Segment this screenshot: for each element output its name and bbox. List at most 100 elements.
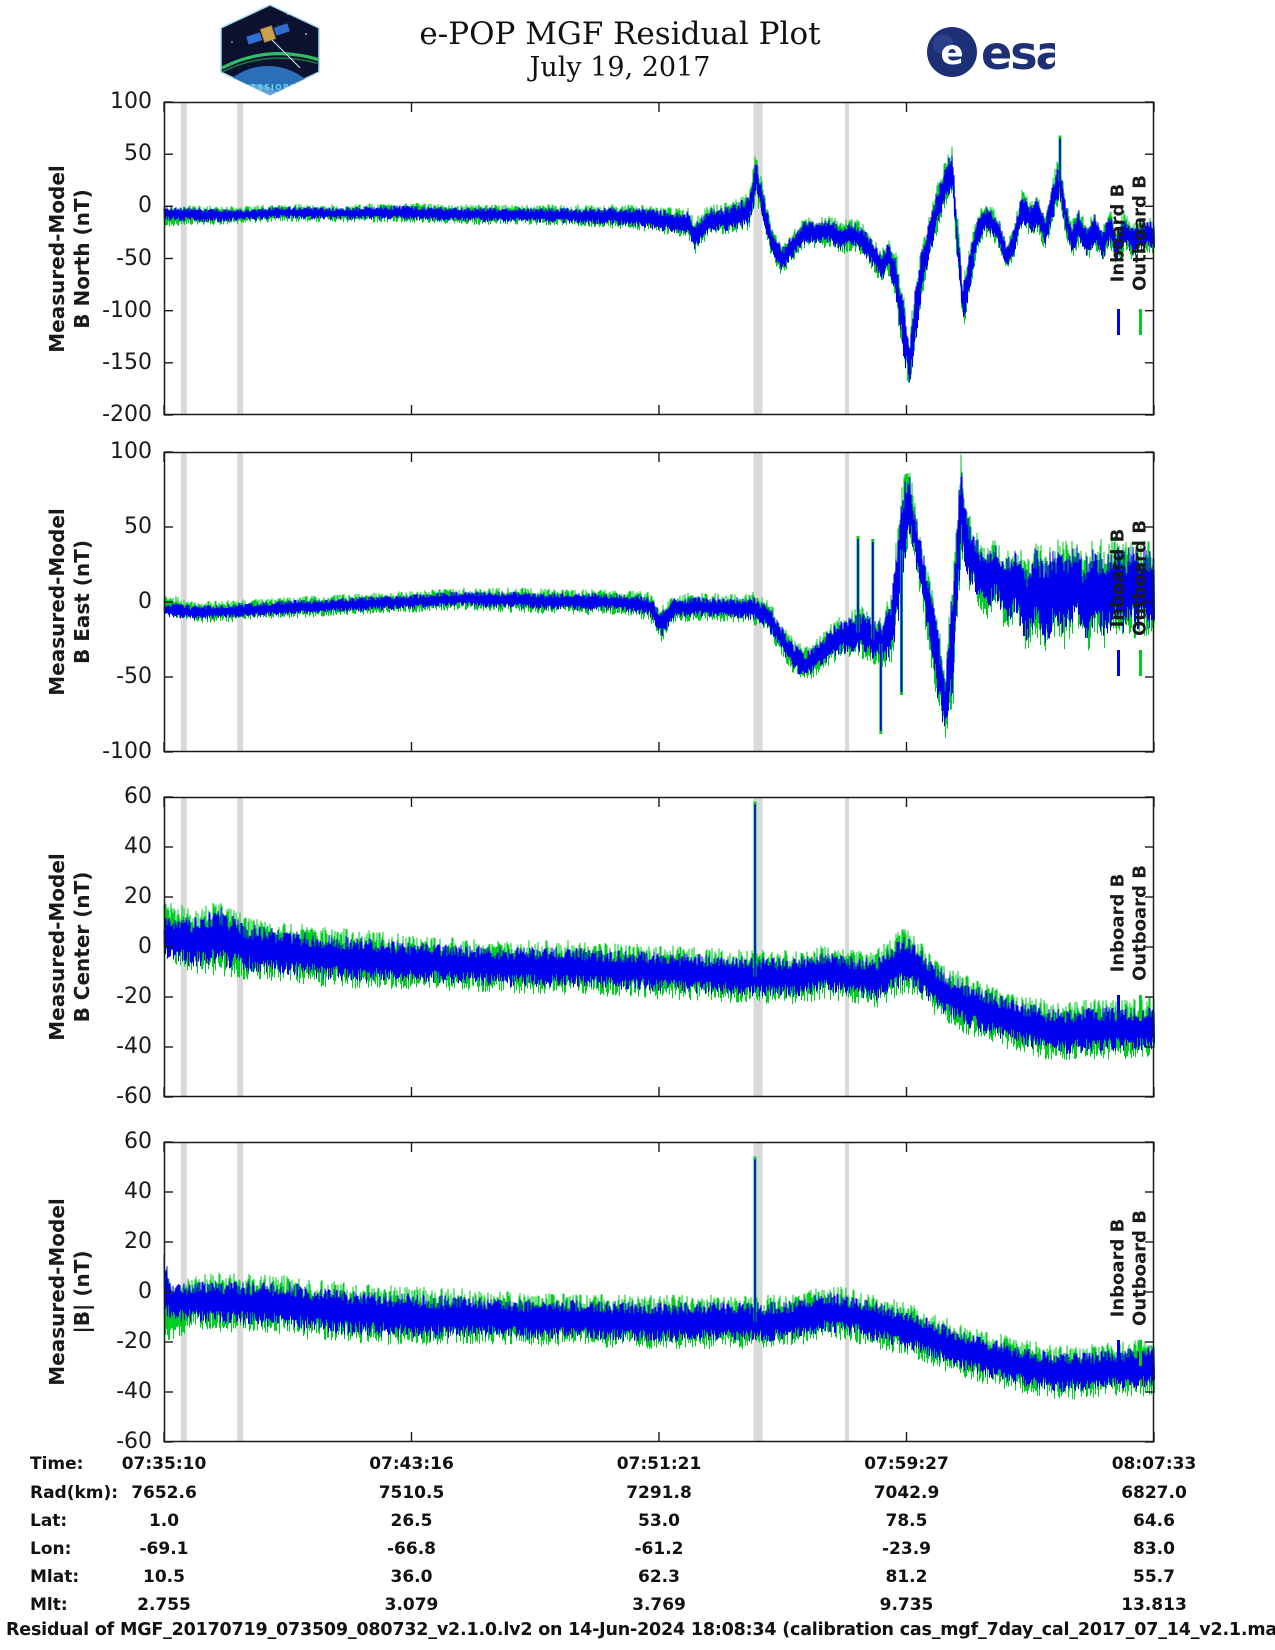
legend-b-outboard-label: Outboard B bbox=[1129, 1210, 1151, 1326]
xaxis-radkm-col2: 7291.8 bbox=[626, 1483, 692, 1503]
xaxis-radkm-col4: 6827.0 bbox=[1121, 1483, 1187, 1503]
outboard-b-trace bbox=[163, 146, 1155, 383]
event-marker-band bbox=[753, 1142, 763, 1442]
ytick-b-north--200: -200 bbox=[102, 402, 152, 427]
ytick-b-north-0: 0 bbox=[138, 193, 152, 219]
legend-b-north-inboard-label: Inboard B bbox=[1107, 184, 1129, 283]
xaxis-lon-col1: -66.8 bbox=[387, 1539, 436, 1559]
esa-logo: e esa bbox=[925, 24, 1067, 82]
xaxis-mlat-col2: 62.3 bbox=[638, 1567, 680, 1587]
xaxis-time-col3: 07:59:27 bbox=[864, 1454, 949, 1474]
xaxis-lat-col2: 53.0 bbox=[638, 1511, 680, 1531]
ytick-b-north--100: -100 bbox=[102, 297, 152, 323]
ylabel-b-east: Measured-Model B East (nT) bbox=[45, 508, 94, 696]
ytick-b-0: 0 bbox=[138, 1279, 152, 1304]
legend-b-east-outboard-label: Outboard B bbox=[1129, 520, 1151, 636]
event-marker-band bbox=[845, 1142, 850, 1442]
svg-text:e: e bbox=[940, 33, 963, 73]
xaxis-row-label-mlt: Mlt: bbox=[30, 1595, 68, 1615]
ytick-b--60: -60 bbox=[116, 1429, 152, 1454]
legend-b-inboard-mark bbox=[1117, 1340, 1120, 1366]
ytick-b-60: 60 bbox=[124, 1129, 152, 1154]
legend-b-center-inboard-mark bbox=[1117, 995, 1120, 1021]
xaxis-mlat-col0: 10.5 bbox=[143, 1567, 185, 1587]
event-marker-band bbox=[237, 452, 244, 752]
ytick-b-north-50: 50 bbox=[124, 141, 152, 167]
xaxis-lat-col1: 26.5 bbox=[390, 1511, 433, 1531]
xaxis-radkm-col0: 7652.6 bbox=[131, 1483, 197, 1503]
xaxis-time-col2: 07:51:21 bbox=[616, 1454, 702, 1474]
event-marker-band bbox=[845, 452, 850, 752]
ytick-b-center-60: 60 bbox=[124, 784, 152, 809]
ylabel-b: Measured-Model |B| (nT) bbox=[45, 1198, 94, 1386]
xaxis-radkm-col1: 7510.5 bbox=[378, 1483, 445, 1503]
xaxis-time-col4: 08:07:33 bbox=[1111, 1454, 1197, 1474]
xaxis-row-label-lon: Lon: bbox=[30, 1539, 72, 1559]
legend-b-center-outboard-label: Outboard B bbox=[1129, 865, 1151, 981]
xaxis-row-label-lat: Lat: bbox=[30, 1511, 68, 1531]
xaxis-time-col0: 07:35:10 bbox=[121, 1454, 207, 1474]
legend-b-inboard-label: Inboard B bbox=[1107, 1218, 1129, 1318]
cassiope-mission-patch: CASSIOPE bbox=[220, 4, 320, 96]
ytick-b-40: 40 bbox=[124, 1179, 152, 1204]
xaxis-mlt-col4: 13.813 bbox=[1121, 1595, 1187, 1615]
ytick-b-north-100: 100 bbox=[110, 89, 152, 114]
ytick-b-center-40: 40 bbox=[124, 834, 152, 859]
xaxis-mlt-col1: 3.079 bbox=[384, 1595, 439, 1615]
xaxis-lat-col4: 64.6 bbox=[1133, 1511, 1175, 1531]
inboard-b-trace bbox=[163, 155, 1155, 383]
ytick-b-center--40: -40 bbox=[116, 1034, 152, 1059]
event-marker-band bbox=[237, 102, 244, 415]
patch-mission-name: CASSIOPE bbox=[243, 83, 297, 92]
panel-b-east-plot bbox=[163, 451, 1155, 753]
xaxis-mlt-col3: 9.735 bbox=[879, 1595, 934, 1615]
event-marker-band bbox=[753, 102, 763, 415]
page-title-block: e-POP MGF Residual Plot July 19, 2017 bbox=[0, 16, 1240, 84]
panel-b-center-plot bbox=[163, 796, 1155, 1098]
ytick-b-north--150: -150 bbox=[102, 349, 152, 375]
xaxis-time-col1: 07:43:16 bbox=[369, 1454, 454, 1474]
legend-b-center-outboard-mark bbox=[1139, 995, 1142, 1021]
ytick-b-center-0: 0 bbox=[138, 934, 152, 959]
xaxis-mlt-col0: 2.755 bbox=[137, 1595, 191, 1615]
legend-b-east-inboard-label: Inboard B bbox=[1107, 528, 1129, 628]
ytick-b--40: -40 bbox=[116, 1379, 152, 1404]
ylabel-b-north: Measured-Model B North (nT) bbox=[45, 164, 94, 353]
xaxis-mlat-col3: 81.2 bbox=[885, 1567, 928, 1587]
xaxis-lat-col0: 1.0 bbox=[148, 1511, 180, 1531]
panel-b-north-plot bbox=[163, 101, 1155, 416]
ytick-b-east-100: 100 bbox=[110, 439, 152, 464]
event-marker-band bbox=[845, 102, 850, 415]
ytick-b-center--20: -20 bbox=[116, 984, 152, 1009]
xaxis-lon-col4: 83.0 bbox=[1133, 1539, 1175, 1559]
legend-b-center-inboard-label: Inboard B bbox=[1107, 873, 1129, 973]
xaxis-lon-col2: -61.2 bbox=[634, 1539, 684, 1559]
ytick-b-east--100: -100 bbox=[102, 739, 152, 764]
legend-b-east-outboard-mark bbox=[1139, 650, 1142, 676]
ytick-b-center--60: -60 bbox=[116, 1084, 152, 1109]
inboard-b-trace bbox=[163, 907, 1155, 1055]
page-title: e-POP MGF Residual Plot bbox=[419, 16, 821, 52]
esa-wordmark: esa bbox=[981, 26, 1055, 80]
xaxis-radkm-col3: 7042.9 bbox=[873, 1483, 940, 1503]
legend-b-east-inboard-mark bbox=[1117, 650, 1120, 676]
patch-aurora bbox=[221, 52, 319, 70]
inboard-b-trace bbox=[163, 1254, 1155, 1393]
ytick-b-east-50: 50 bbox=[124, 514, 152, 539]
xaxis-mlat-col1: 36.0 bbox=[390, 1567, 433, 1587]
xaxis-row-label-radkm: Rad(km): bbox=[30, 1483, 119, 1503]
xaxis-mlt-col2: 3.769 bbox=[632, 1595, 686, 1615]
xaxis-lon-col3: -23.9 bbox=[882, 1539, 931, 1559]
legend-b-north-outboard-label: Outboard B bbox=[1129, 175, 1151, 292]
xaxis-row-label-time: Time: bbox=[30, 1454, 84, 1474]
page-subtitle: July 19, 2017 bbox=[529, 52, 711, 83]
xaxis-lat-col3: 78.5 bbox=[885, 1511, 928, 1531]
legend-b-outboard-mark bbox=[1139, 1340, 1142, 1366]
ytick-b--20: -20 bbox=[116, 1329, 152, 1354]
legend-b-north-inboard-mark bbox=[1117, 308, 1120, 335]
ylabel-b-center: Measured-Model B Center (nT) bbox=[45, 853, 94, 1041]
event-marker-band bbox=[180, 102, 187, 415]
panel-border bbox=[163, 1141, 1155, 1443]
patch-satellite bbox=[245, 22, 301, 69]
event-marker-band bbox=[753, 797, 763, 1097]
